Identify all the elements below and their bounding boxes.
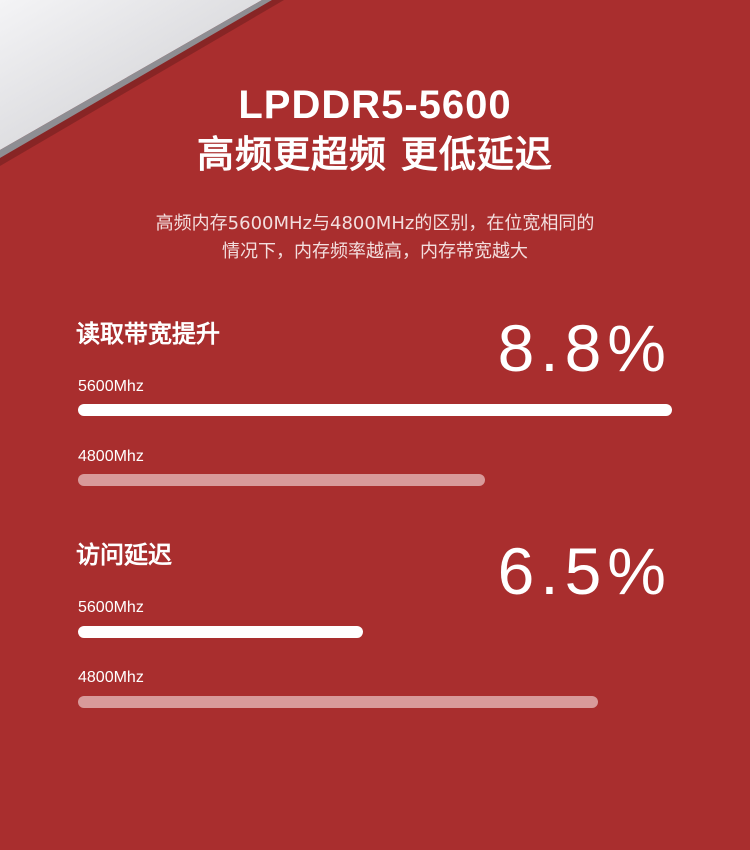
bandwidth-bar-label-4800: 4800Mhz (78, 448, 144, 465)
page-tagline: 高频更超频 更低延迟 (197, 133, 553, 176)
latency-heading: 访问延迟 (76, 541, 172, 569)
bandwidth-bar-label-5600: 5600Mhz (78, 378, 144, 395)
bandwidth-bar-fill-5600 (78, 404, 672, 416)
bandwidth-bar-fill-4800 (78, 474, 485, 486)
bandwidth-percent: 8.8% (497, 311, 672, 385)
bandwidth-bar-5600 (78, 404, 672, 416)
bandwidth-bar-4800 (78, 474, 672, 486)
description: 高频内存5600MHz与4800MHz的区别，在位宽相同的 情况下，内存频率越高… (0, 210, 750, 266)
latency-bar-fill-4800 (78, 696, 598, 708)
latency-percent: 6.5% (497, 534, 672, 608)
latency-bar-4800 (78, 696, 672, 708)
latency-bar-5600 (78, 626, 672, 638)
bandwidth-heading: 读取带宽提升 (76, 320, 220, 348)
latency-bar-label-4800: 4800Mhz (78, 669, 144, 686)
latency-bar-label-5600: 5600Mhz (78, 599, 144, 616)
description-line-1: 高频内存5600MHz与4800MHz的区别，在位宽相同的 (155, 213, 595, 234)
page-title: LPDDR5-5600 (238, 83, 512, 127)
description-line-2: 情况下，内存频率越高，内存带宽越大 (222, 241, 528, 262)
title-block: LPDDR5-5600 高频更超频 更低延迟 (0, 80, 750, 180)
latency-bar-fill-5600 (78, 626, 364, 638)
